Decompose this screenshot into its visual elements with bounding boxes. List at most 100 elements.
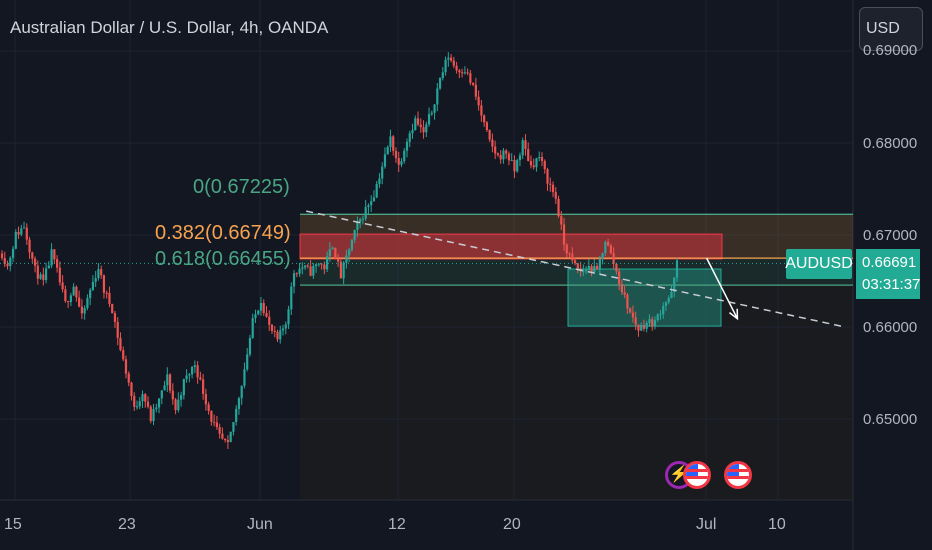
candle-body xyxy=(601,252,604,260)
candle-body xyxy=(430,112,433,115)
candle-body xyxy=(629,308,632,313)
candle-body xyxy=(529,160,533,166)
candle-body xyxy=(485,122,488,131)
candle-body xyxy=(36,265,39,279)
candle-body xyxy=(138,401,141,407)
candle-body xyxy=(510,160,513,162)
candle-body xyxy=(645,322,648,329)
candle-body xyxy=(135,406,139,408)
candle-body xyxy=(367,205,370,208)
candle-body xyxy=(653,320,657,327)
candle-body xyxy=(546,169,549,184)
candle-body xyxy=(626,294,629,309)
us-flag-icon[interactable] xyxy=(683,461,711,489)
candle-body xyxy=(47,265,50,269)
candle-body xyxy=(348,249,351,256)
candle-body xyxy=(67,301,70,303)
candle-body xyxy=(458,70,461,73)
candle-body xyxy=(116,321,119,338)
candle-body xyxy=(166,374,169,386)
candle-body xyxy=(33,258,37,266)
candle-body xyxy=(463,72,466,74)
candle-body xyxy=(359,219,362,223)
candle-body xyxy=(171,390,174,400)
candle-body xyxy=(80,306,83,314)
candle-body xyxy=(127,373,130,383)
candle-body xyxy=(155,407,158,410)
candle-body xyxy=(477,96,480,106)
candle-body xyxy=(314,264,318,267)
candle-body xyxy=(386,147,389,155)
candle-body xyxy=(312,266,315,276)
candle-body xyxy=(488,130,491,140)
candle-body xyxy=(240,385,243,399)
candle-body xyxy=(651,319,654,327)
candle-body xyxy=(133,395,136,407)
candle-body xyxy=(565,244,568,254)
candle-body xyxy=(14,231,17,249)
candle-body xyxy=(634,317,637,325)
candle-body xyxy=(237,398,241,409)
candle-body xyxy=(44,268,48,281)
candle-body xyxy=(532,165,535,168)
candle-body xyxy=(210,410,213,422)
candle-body xyxy=(193,365,196,367)
candle-body xyxy=(168,374,172,391)
candle-body xyxy=(518,155,522,161)
candle-body xyxy=(317,263,320,265)
candle-body xyxy=(419,124,422,128)
candle-body xyxy=(113,313,117,322)
candle-body xyxy=(309,266,312,276)
candle-body xyxy=(257,310,260,315)
candle-body xyxy=(303,265,307,268)
candle-body xyxy=(571,253,574,261)
candle-body xyxy=(673,277,676,292)
candle-body xyxy=(265,313,268,317)
support-zone xyxy=(567,268,722,327)
candle-body xyxy=(270,324,274,331)
candle-body xyxy=(152,409,155,422)
candle-body xyxy=(31,252,34,259)
candle-body xyxy=(290,286,293,310)
candle-body xyxy=(397,158,400,165)
x-tick-label: 15 xyxy=(4,516,22,533)
currency-button[interactable]: USD xyxy=(859,7,923,51)
candle-body xyxy=(584,270,588,272)
candle-body xyxy=(108,292,111,304)
candle-body xyxy=(61,282,64,290)
candle-body xyxy=(69,295,72,303)
candle-body xyxy=(370,201,373,206)
candle-body xyxy=(496,153,500,156)
candle-body xyxy=(339,261,342,279)
candle-body xyxy=(648,319,651,323)
candle-body xyxy=(381,166,384,179)
candle-body xyxy=(345,255,348,263)
candle-body xyxy=(618,271,621,284)
candle-body xyxy=(667,298,670,303)
candle-body xyxy=(53,249,56,260)
fib-level-0382-label: 0.382(0.66749) xyxy=(155,222,291,244)
candle-body xyxy=(612,253,615,264)
candle-body xyxy=(342,262,345,279)
candle-body xyxy=(58,267,61,283)
candle-body xyxy=(56,259,59,268)
candle-body xyxy=(582,270,585,272)
candle-body xyxy=(656,314,659,321)
candle-body xyxy=(218,427,221,434)
candle-body xyxy=(455,65,458,71)
projection-arrow-head xyxy=(728,308,739,321)
candle-body xyxy=(538,157,541,159)
candle-body xyxy=(403,150,406,162)
candle-body xyxy=(427,114,431,125)
candle-body xyxy=(521,140,524,156)
candle-body xyxy=(549,183,552,185)
candle-body xyxy=(527,148,530,161)
us-flag-icon[interactable] xyxy=(724,461,752,489)
trendline xyxy=(306,210,846,328)
candle-body xyxy=(146,401,150,407)
candle-body xyxy=(642,324,646,329)
candle-body xyxy=(28,239,31,253)
candle-body xyxy=(449,57,453,61)
